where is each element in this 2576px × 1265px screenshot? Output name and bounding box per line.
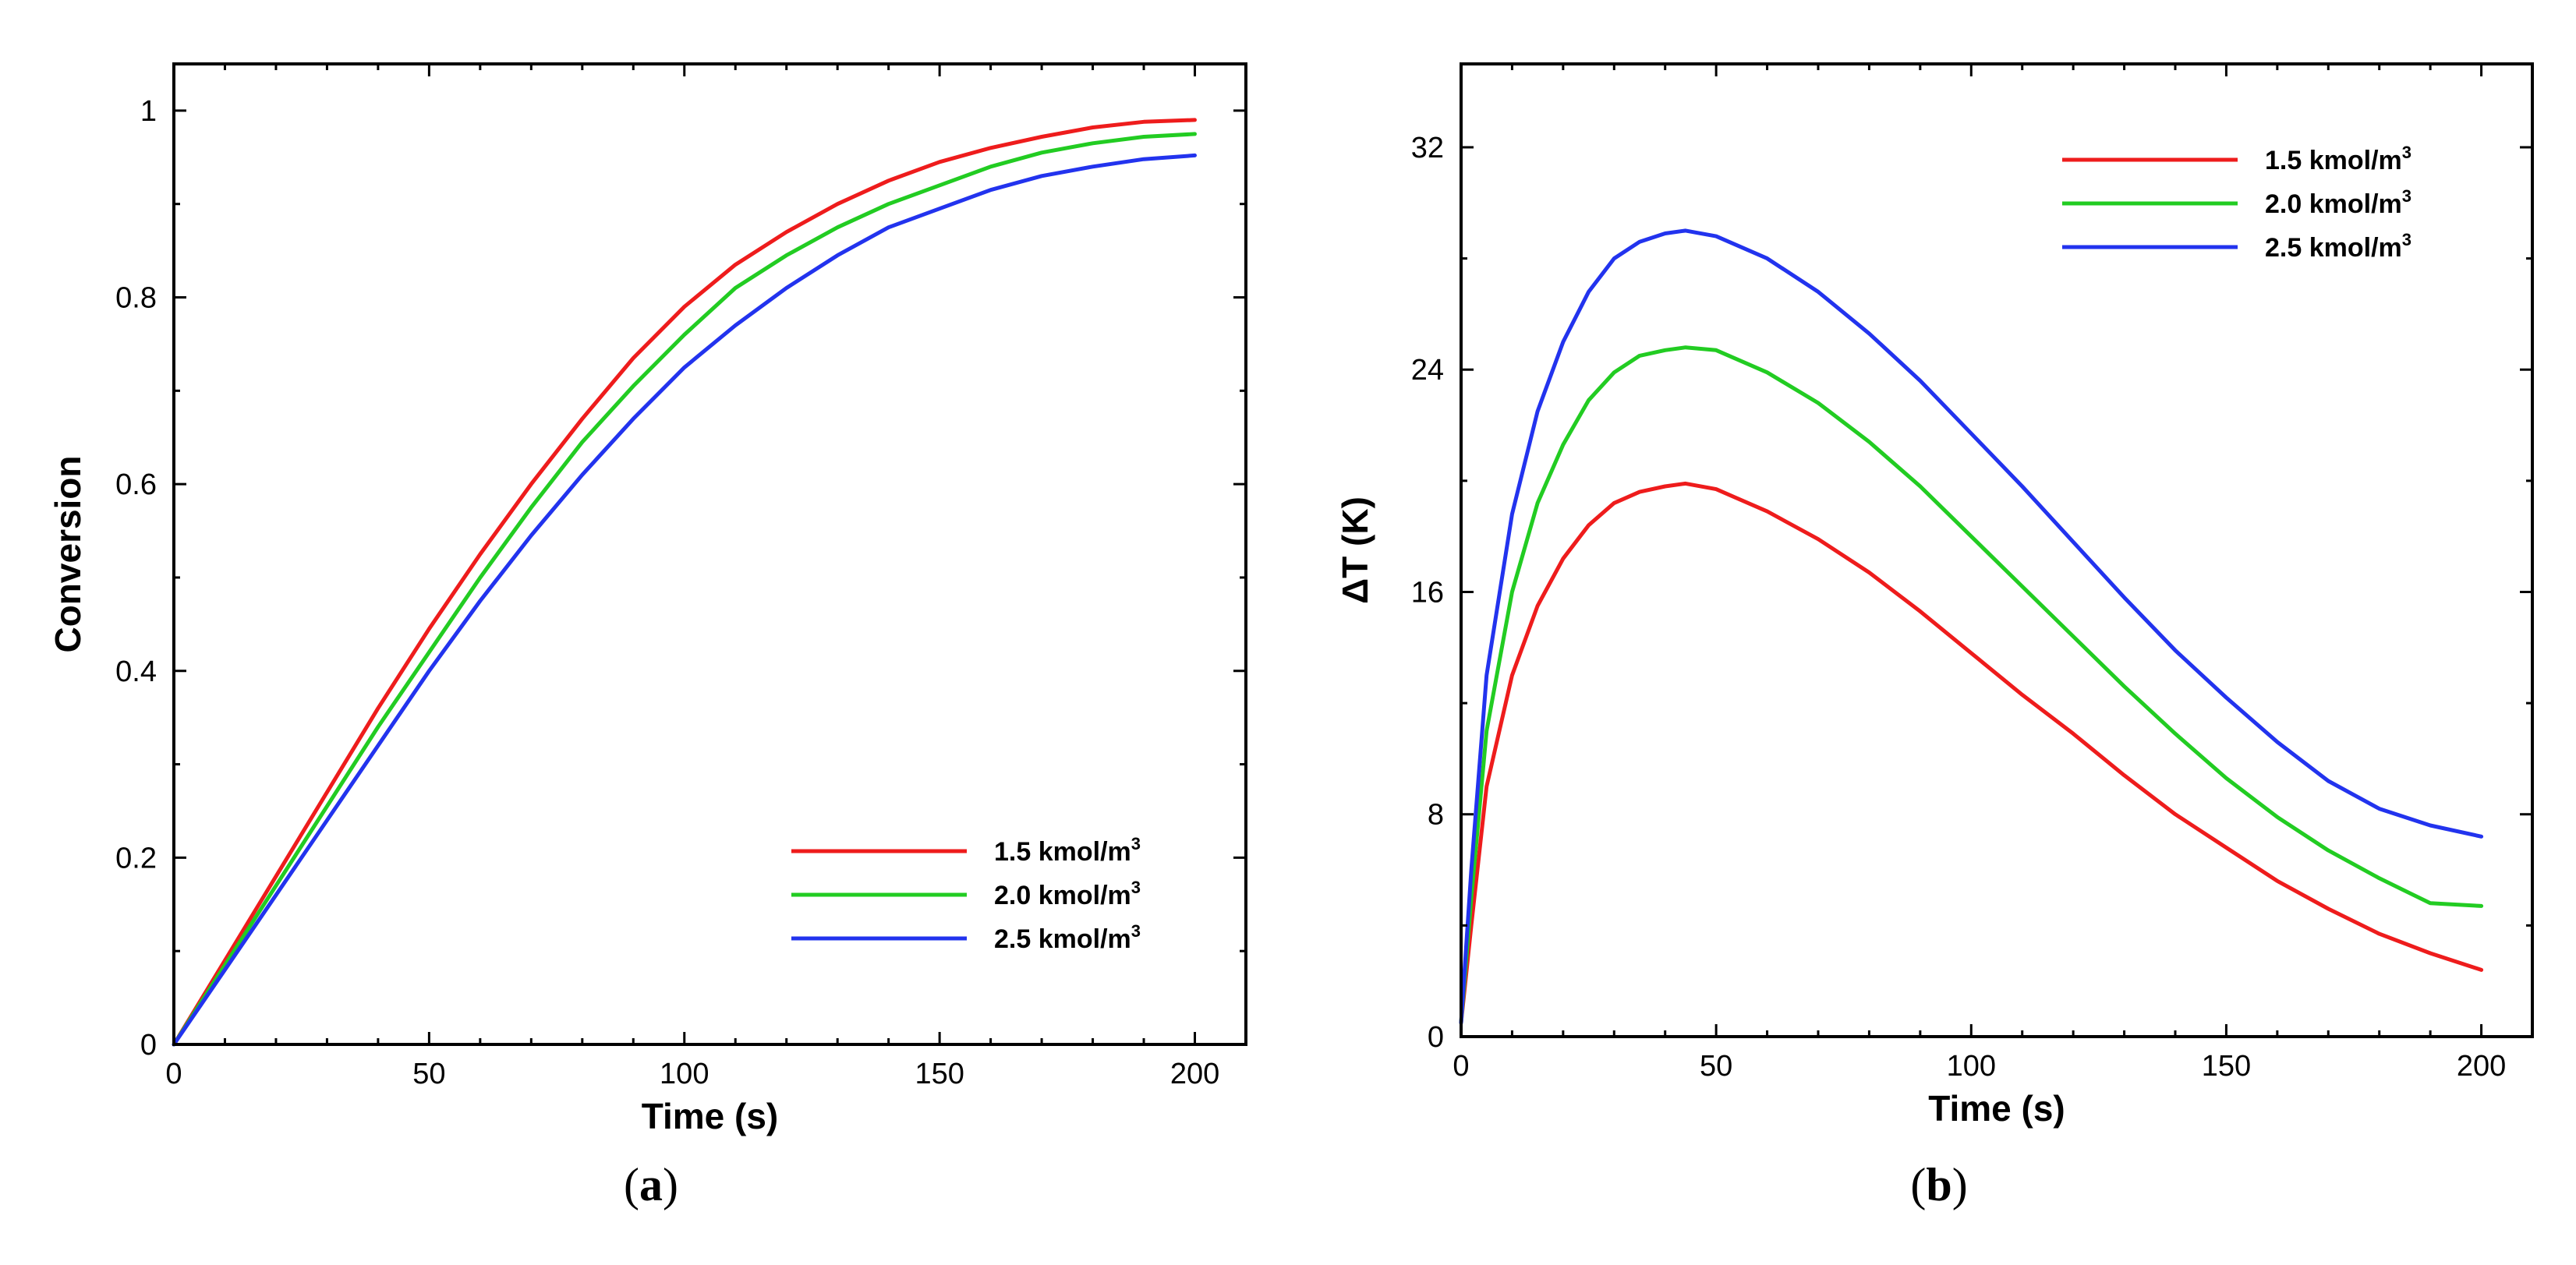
legend-label-text: 2.5 kmol/m (2265, 233, 2402, 263)
legend-label-a-2: 2.0 kmol/m3 (994, 878, 1141, 910)
plot-frame-a (172, 62, 1247, 1046)
y-tick-label-a: 0.4 (115, 655, 157, 688)
legend-label-b-3: 2.5 kmol/m3 (2265, 230, 2411, 263)
y-tick-label-b: 24 (1411, 354, 1444, 387)
series-line-b-2 (1459, 345, 2484, 1025)
legend-a: 1.5 kmol/m32.0 kmol/m32.5 kmol/m3 (791, 834, 1141, 954)
x-tick-label-a: 100 (660, 1058, 709, 1090)
y-tick-label-b: 32 (1411, 132, 1444, 164)
series-line-b-3 (1459, 228, 2484, 1025)
y-tick-label-a: 0.8 (115, 282, 157, 315)
panel-b: 0 50 100 150 200 0 8 16 24 32 Time (s) ΔT (K) 1.5 km… (1335, 62, 2534, 1210)
x-axis-title-b: Time (s) (1928, 1088, 2065, 1129)
caption-paren-close: ) (1952, 1159, 1968, 1210)
legend-label-superscript: 3 (2402, 230, 2411, 249)
legend-label-superscript: 3 (2402, 186, 2411, 206)
caption-paren-close: ) (663, 1159, 678, 1210)
legend-label-text: 2.5 kmol/m (994, 924, 1131, 954)
x-tick-label-a: 200 (1170, 1058, 1219, 1090)
legend-label-a-1: 1.5 kmol/m3 (994, 834, 1141, 867)
y-tick-label-a: 0 (140, 1029, 157, 1062)
legend-label-text: 2.0 kmol/m (994, 881, 1131, 910)
x-tick-label-a: 0 (165, 1058, 182, 1090)
plot-frame-b (1460, 62, 2534, 1038)
caption-paren-open: ( (1910, 1159, 1926, 1210)
caption-letter: a (639, 1159, 663, 1210)
x-tick-label-a: 150 (915, 1058, 964, 1090)
panel-a: 0 50 100 150 200 0 0.2 0.4 0.6 0.8 1 Time (s) Conver… (48, 62, 1247, 1210)
series-line-b-1 (1459, 481, 2484, 1025)
panel-caption-a: (a) (624, 1159, 678, 1210)
caption-paren-open: ( (624, 1159, 639, 1210)
y-tick-label-b: 16 (1411, 576, 1444, 609)
legend-label-b-1: 1.5 kmol/m3 (2265, 143, 2411, 175)
x-tick-label-a: 50 (412, 1058, 445, 1090)
x-axis-title-a: Time (s) (642, 1096, 779, 1136)
series-line-a-3 (172, 153, 1197, 1047)
series-line-a-2 (172, 132, 1197, 1047)
legend-label-superscript: 3 (1131, 834, 1141, 853)
x-tick-label-b: 200 (2457, 1050, 2506, 1083)
series-line-a-1 (172, 118, 1197, 1047)
y-axis-title-b: ΔT (K) (1335, 496, 1375, 604)
y-tick-label-a: 0.2 (115, 842, 157, 875)
legend-label-b-2: 2.0 kmol/m3 (2265, 186, 2411, 219)
x-tick-label-b: 100 (1947, 1050, 1996, 1083)
y-tick-label-b: 8 (1428, 799, 1444, 832)
x-tick-label-b: 150 (2202, 1050, 2251, 1083)
x-tick-label-b: 0 (1453, 1050, 1469, 1083)
legend-label-superscript: 3 (1131, 878, 1141, 897)
legend-label-superscript: 3 (1131, 921, 1141, 941)
y-tick-label-a: 1 (140, 95, 157, 128)
panel-caption-b: (b) (1910, 1159, 1967, 1210)
legend-label-text: 1.5 kmol/m (2265, 146, 2402, 175)
y-tick-label-a: 0.6 (115, 468, 157, 501)
y-axis-title-a: Conversion (48, 455, 88, 652)
legend-label-a-3: 2.5 kmol/m3 (994, 921, 1141, 954)
x-tick-label-b: 50 (1700, 1050, 1732, 1083)
caption-letter: b (1926, 1159, 1951, 1210)
legend-label-text: 2.0 kmol/m (2265, 189, 2402, 219)
y-tick-label-b: 0 (1428, 1021, 1444, 1054)
legend-b: 1.5 kmol/m32.0 kmol/m32.5 kmol/m3 (2062, 143, 2411, 263)
legend-label-superscript: 3 (2402, 143, 2411, 162)
legend-label-text: 1.5 kmol/m (994, 837, 1131, 867)
